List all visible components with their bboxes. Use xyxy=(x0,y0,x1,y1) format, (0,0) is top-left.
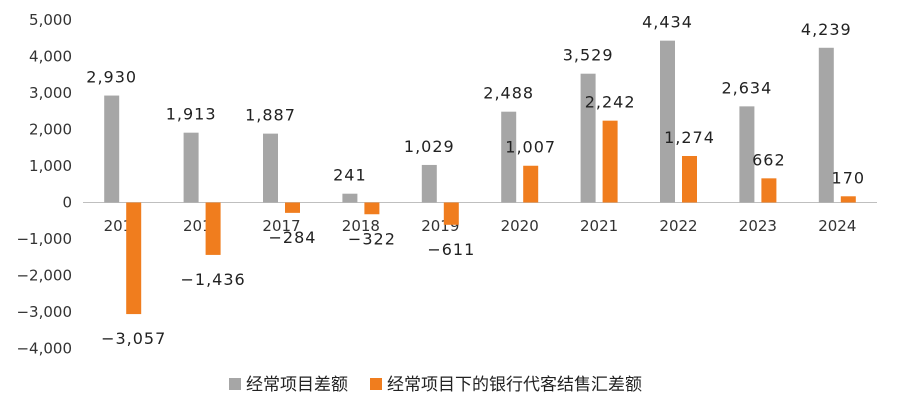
bar-current-account xyxy=(421,164,437,203)
data-label: 2,634 xyxy=(721,78,772,97)
y-tick-label: −2,000 xyxy=(16,267,72,285)
x-tick-label: 2020 xyxy=(501,217,539,235)
legend-swatch xyxy=(370,378,382,390)
bar-current-account xyxy=(263,133,278,203)
data-label: 4,239 xyxy=(801,20,852,39)
bar-current-account xyxy=(183,132,199,203)
bar-current-account xyxy=(104,95,120,203)
bar-bank-fx-settlement xyxy=(682,155,697,203)
axes: −4,000 −3,000 −2,000 −1,000 0 1,000 2,000 3,000… xyxy=(16,11,877,358)
data-label: 241 xyxy=(333,166,367,185)
bar-bank-fx-settlement xyxy=(840,196,856,203)
bar-bank-fx-settlement xyxy=(443,202,459,225)
bar-bank-fx-settlement xyxy=(761,178,777,203)
bar-current-account xyxy=(580,73,596,203)
legend-label: 经常项目差额 xyxy=(246,375,348,395)
y-tick-label: 3,000 xyxy=(29,84,72,102)
bar-current-account xyxy=(501,111,517,203)
y-tick-label: 4,000 xyxy=(29,48,72,66)
bar-bank-fx-settlement xyxy=(126,202,142,315)
data-label: 2,930 xyxy=(86,68,137,87)
bar-current-account xyxy=(818,47,834,203)
y-tick-label: 5,000 xyxy=(29,11,72,29)
bars xyxy=(104,40,856,315)
data-label: 1,274 xyxy=(664,128,715,147)
data-label: 2,242 xyxy=(585,93,636,112)
y-tick-label: −3,000 xyxy=(16,303,72,321)
y-tick-label: −1,000 xyxy=(16,230,72,248)
x-tick-label: 2018 xyxy=(342,217,380,235)
data-label: 1,887 xyxy=(245,106,296,125)
data-label: 3,529 xyxy=(563,46,614,65)
bar-bank-fx-settlement xyxy=(602,120,618,203)
data-label: −284 xyxy=(269,228,317,247)
data-label: 662 xyxy=(752,150,786,169)
bar-bank-fx-settlement xyxy=(523,165,539,203)
data-label: −3,057 xyxy=(101,329,166,348)
y-tick-label: −4,000 xyxy=(16,340,72,358)
legend-label: 经常项目下的银行代客结售汇差额 xyxy=(387,375,642,395)
data-label: −1,436 xyxy=(180,270,245,289)
data-label: 4,434 xyxy=(642,13,693,32)
x-tick-label: 2017 xyxy=(262,217,300,235)
data-label: 1,029 xyxy=(404,137,455,156)
data-label: 2,488 xyxy=(483,84,534,103)
data-labels: 2,930 1,913 1,887 241 1,029 2,488 3,529 4,434 2,… xyxy=(86,13,866,348)
legend: 经常项目差额 经常项目下的银行代客结售汇差额 xyxy=(229,375,642,395)
x-tick-label: 2024 xyxy=(818,217,856,235)
data-label: 1,913 xyxy=(166,105,217,124)
x-tick-label: 2023 xyxy=(739,217,777,235)
data-label: 170 xyxy=(832,168,866,187)
y-tick-label: 2,000 xyxy=(29,121,72,139)
bar-bank-fx-settlement xyxy=(364,202,380,215)
bar-current-account xyxy=(660,40,675,203)
y-tick-label: 0 xyxy=(62,194,72,212)
y-tick-label: 1,000 xyxy=(29,157,72,175)
bar-bank-fx-settlement xyxy=(205,202,221,255)
bar-bank-fx-settlement xyxy=(285,202,300,213)
legend-swatch xyxy=(229,378,241,390)
bar-current-account xyxy=(739,106,755,203)
bar-current-account xyxy=(342,193,358,203)
data-label: −322 xyxy=(348,229,396,248)
data-label: 1,007 xyxy=(505,138,556,157)
x-tick-label: 2021 xyxy=(580,217,618,235)
x-tick-label: 2022 xyxy=(659,217,697,235)
data-label: −611 xyxy=(427,240,475,259)
